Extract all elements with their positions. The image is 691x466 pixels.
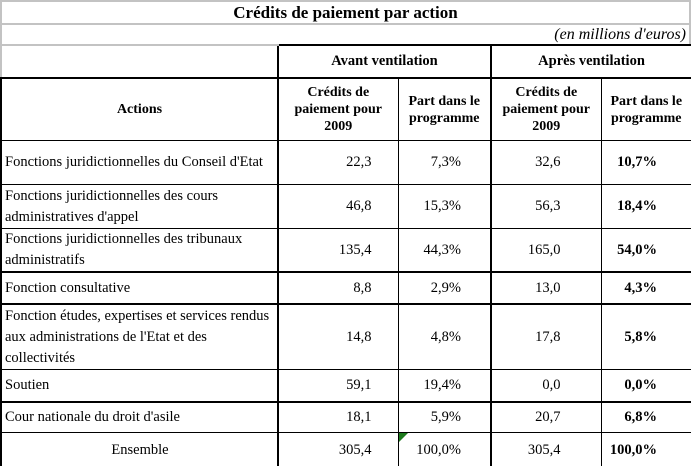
- avant-credits-cell: 14,8: [277, 303, 399, 370]
- apres-credits-cell: 165,0: [490, 228, 602, 273]
- avant-credits-cell: 46,8: [277, 184, 399, 229]
- action-cell: Cour nationale du droit d'asile: [0, 401, 279, 433]
- total-apres-credits-cell: 305,4: [490, 432, 602, 466]
- apres-credits-cell: 32,6: [490, 140, 602, 185]
- group-header-row: Avant ventilation Après ventilation: [0, 44, 691, 79]
- table-row: Cour nationale du droit d'asile 18,1 5,9…: [0, 401, 691, 433]
- apres-part-cell: 4,3%: [600, 271, 691, 305]
- apres-credits-cell: 13,0: [490, 271, 602, 305]
- col-header-apres-credits-label: Crédits de paiement pour 2009: [502, 85, 591, 134]
- avant-part-cell: 2,9%: [397, 271, 492, 305]
- apres-part-cell: 6,8%: [600, 401, 691, 433]
- apres-credits-cell: 0,0: [490, 369, 602, 403]
- column-header-row: Actions Crédits de paiement pour 2009 Pa…: [0, 77, 691, 141]
- apres-part-cell: 18,4%: [600, 184, 691, 229]
- avant-part-cell: 4,8%: [397, 303, 492, 370]
- apres-credits-cell: 56,3: [490, 184, 602, 229]
- col-header-apres-part-label: Part dans le programme: [610, 93, 683, 126]
- col-header-avant-part-label: Part dans le programme: [408, 93, 481, 126]
- action-cell: Soutien: [0, 369, 279, 403]
- apres-part-cell: 10,7%: [600, 140, 691, 185]
- credits-table: Avant ventilation Après ventilation Acti…: [0, 44, 691, 466]
- action-cell: Fonctions juridictionnelles des tribunau…: [0, 228, 279, 273]
- col-header-apres-part: Part dans le programme: [600, 77, 691, 141]
- col-header-avant-credits: Crédits de paiement pour 2009: [277, 77, 399, 141]
- col-header-avant-part: Part dans le programme: [397, 77, 492, 141]
- avant-part-cell: 5,9%: [397, 401, 492, 433]
- group-header-avant: Avant ventilation: [276, 44, 492, 79]
- total-avant-part-cell: 100,0%: [397, 432, 492, 466]
- page-title: Crédits de paiement par action: [0, 0, 691, 25]
- table-row: Fonctions juridictionnelles du Conseil d…: [0, 140, 691, 185]
- avant-credits-cell: 135,4: [277, 228, 399, 273]
- avant-credits-cell: 8,8: [277, 271, 399, 305]
- apres-part-cell: 54,0%: [600, 228, 691, 273]
- table-row: Fonctions juridictionnelles des cours ad…: [0, 184, 691, 229]
- group-header-spacer: [0, 44, 279, 79]
- comment-indicator-icon: [399, 433, 408, 442]
- group-header-apres: Après ventilation: [490, 44, 691, 79]
- col-header-avant-credits-label: Crédits de paiement pour 2009: [294, 85, 383, 134]
- apres-part-cell: 5,8%: [600, 303, 691, 370]
- apres-part-cell: 0,0%: [600, 369, 691, 403]
- apres-credits-cell: 20,7: [490, 401, 602, 433]
- total-avant-credits-cell: 305,4: [277, 432, 399, 466]
- table-row: Fonctions juridictionnelles des tribunau…: [0, 228, 691, 273]
- avant-credits-cell: 22,3: [277, 140, 399, 185]
- avant-credits-cell: 59,1: [277, 369, 399, 403]
- col-header-apres-credits: Crédits de paiement pour 2009: [490, 77, 602, 141]
- page-subtitle: (en millions d'euros): [0, 25, 691, 44]
- total-row: Ensemble 305,4 100,0% 305,4 100,0%: [0, 432, 691, 466]
- action-cell: Fonction études, expertises et services …: [0, 303, 279, 370]
- avant-part-cell: 19,4%: [397, 369, 492, 403]
- action-cell: Fonctions juridictionnelles des cours ad…: [0, 184, 279, 229]
- total-avant-part-value: 100,0%: [416, 441, 462, 458]
- table-row: Fonction consultative 8,8 2,9% 13,0 4,3%: [0, 271, 691, 305]
- col-header-actions: Actions: [0, 77, 279, 141]
- avant-part-cell: 7,3%: [397, 140, 492, 185]
- action-cell: Fonction consultative: [0, 271, 279, 305]
- avant-credits-cell: 18,1: [277, 401, 399, 433]
- apres-credits-cell: 17,8: [490, 303, 602, 370]
- avant-part-cell: 44,3%: [397, 228, 492, 273]
- avant-part-cell: 15,3%: [397, 184, 492, 229]
- table-row: Soutien 59,1 19,4% 0,0 0,0%: [0, 369, 691, 403]
- total-apres-part-cell: 100,0%: [600, 432, 691, 466]
- table-row: Fonction études, expertises et services …: [0, 303, 691, 370]
- action-cell: Fonctions juridictionnelles du Conseil d…: [0, 140, 279, 185]
- total-label-cell: Ensemble: [0, 432, 279, 466]
